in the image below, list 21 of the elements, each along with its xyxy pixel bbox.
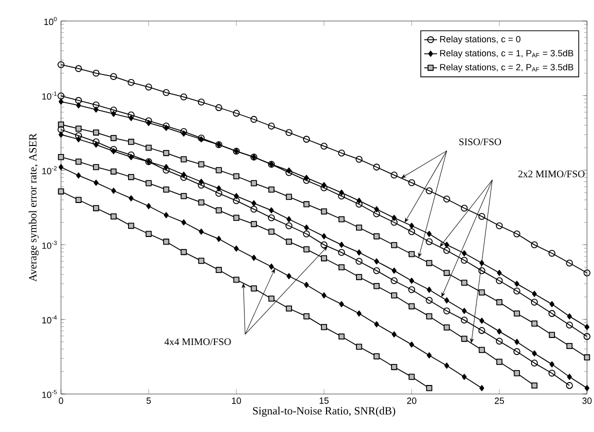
y-tick-label: 10$^{-4}$ — [42, 315, 57, 324]
y-axis-title: Average symbol error rate, ASER — [28, 133, 39, 282]
x-tick-label: 0 — [58, 398, 64, 404]
legend-label: Relay stations, c = 2, P$_{AF}$ = 3.5dB — [440, 64, 574, 72]
annotation: 4x4 MIMO/FSO — [164, 338, 231, 346]
x-axis-title: Signal-to-Noise Ratio, SNR(dB) — [253, 406, 396, 417]
y-tick-label: 10$^{0}$ — [44, 16, 57, 26]
y-tick-label: 10$^{-3}$ — [42, 240, 57, 249]
legend-label: Relay stations, c = 0 — [440, 36, 520, 44]
y-tick-label: 10$^{-2}$ — [42, 166, 57, 174]
y-tick-label: 10$^{-1}$ — [42, 92, 57, 100]
legend-label: Relay stations, c = 1, P$_{AF}$ = 3.5dB — [440, 50, 574, 58]
x-tick-label: 25 — [494, 398, 504, 404]
x-tick-label: 15 — [320, 398, 329, 404]
x-tick-label: 5 — [146, 398, 151, 404]
annotation: SISO/FSO — [459, 138, 502, 146]
x-tick-label: 10 — [232, 398, 241, 404]
annotation: 2x2 MIMO/FSO — [518, 170, 585, 178]
y-tick-label: 10$^{-5}$ — [42, 390, 57, 398]
x-tick-label: 30 — [582, 398, 592, 404]
x-tick-label: 20 — [407, 398, 416, 404]
